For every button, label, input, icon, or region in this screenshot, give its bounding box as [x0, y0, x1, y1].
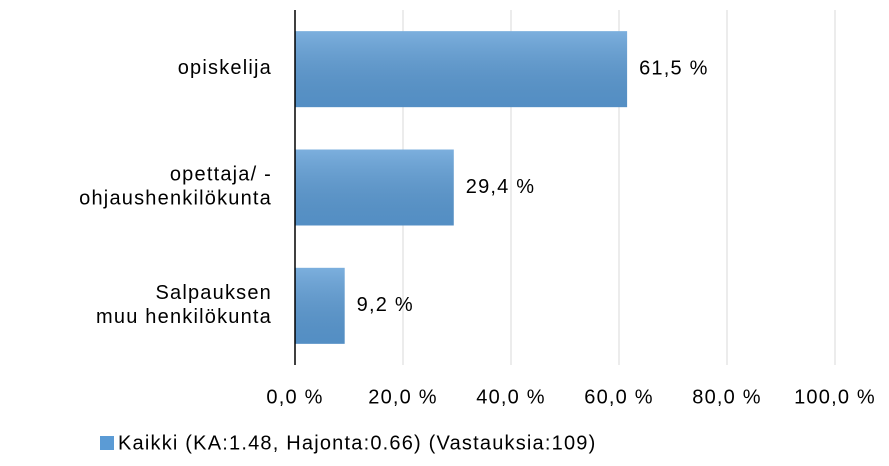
bar-shade — [295, 31, 628, 108]
y-tick-label-line: muu henkilökunta — [96, 306, 272, 328]
y-tick-label: Salpauksen muu henkilökunta — [96, 282, 272, 328]
x-tick-label: 40,0 % — [476, 386, 545, 408]
y-tick-label-line: opiskelija — [178, 57, 272, 79]
data-label: 61,5 % — [639, 57, 708, 79]
y-tick-label-line: opettaja/ - — [170, 164, 272, 186]
legend-label: Kaikki (KA:1.48, Hajonta:0.66) (Vastauks… — [118, 432, 596, 454]
x-tick-label: 20,0 % — [368, 386, 437, 408]
x-tick-label: 100,0 % — [794, 386, 876, 408]
data-label: 29,4 % — [466, 176, 535, 198]
y-tick-label: opiskelija — [178, 57, 272, 79]
bar-shade — [295, 149, 454, 226]
y-tick-label-line: ohjaushenkilökunta — [79, 188, 272, 210]
data-label: 9,2 % — [357, 294, 414, 316]
y-tick-label: opettaja/ -ohjaushenkilökunta — [79, 164, 272, 210]
legend-swatch — [100, 436, 114, 450]
x-tick-label: 60,0 % — [584, 386, 653, 408]
x-tick-label: 80,0 % — [692, 386, 761, 408]
x-tick-label: 0,0 % — [266, 386, 323, 408]
bar-shade — [295, 267, 345, 344]
y-tick-label-line: Salpauksen — [155, 282, 272, 304]
